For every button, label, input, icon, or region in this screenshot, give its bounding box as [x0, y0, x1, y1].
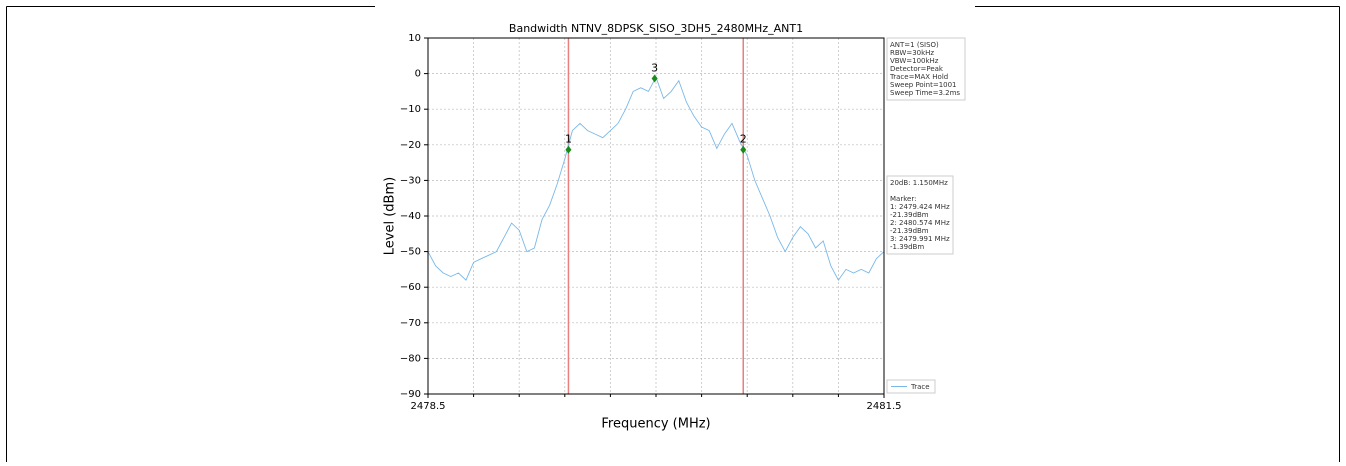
y-tick-label: −10 [400, 104, 421, 115]
info-text: ANT=1 (SISO) [890, 41, 939, 49]
y-tick-label: −80 [400, 353, 421, 364]
info-box [886, 175, 954, 255]
y-tick-label: −50 [400, 247, 421, 258]
info-text: Sweep Point=1001 [890, 81, 957, 89]
marker-label: 1 [565, 133, 572, 146]
info-text: 20dB: 1.150MHz [890, 179, 948, 187]
y-tick-label: −30 [400, 175, 421, 186]
info-box [886, 37, 966, 101]
y-tick-label: −70 [400, 318, 421, 329]
info-text: -21.39dBm [890, 211, 929, 219]
x-tick-label: 2481.5 [867, 401, 902, 412]
info-text: VBW=100kHz [890, 57, 939, 65]
plot-frame [427, 37, 885, 395]
info-text: -1.39dBm [890, 243, 924, 251]
y-tick-label: −60 [400, 282, 421, 293]
y-tick-label: −40 [400, 211, 421, 222]
info-text: 1: 2479.424 MHz [890, 203, 950, 211]
y-axis-label: Level (dBm) [383, 177, 398, 255]
y-tick-label: 0 [415, 69, 421, 80]
info-text: Marker: [890, 195, 916, 203]
marker-label: 2 [740, 133, 747, 146]
x-tick-label: 2478.5 [411, 401, 446, 412]
y-tick-label: 10 [408, 33, 421, 44]
marker-label: 3 [651, 62, 658, 75]
info-text: -21.39dBm [890, 227, 929, 235]
info-text: Detector=Peak [890, 65, 944, 73]
x-axis-label: Frequency (MHz) [601, 417, 710, 432]
marker [740, 145, 747, 154]
legend-label: Trace [910, 383, 930, 391]
frame [6, 6, 1340, 462]
y-tick-label: −90 [400, 389, 421, 400]
info-text: Trace=MAX Hold [889, 73, 948, 81]
info-text: 2: 2480.574 MHz [890, 219, 950, 227]
chart-title: Bandwidth NTNV_8DPSK_SISO_3DH5_2480MHz_A… [509, 22, 803, 35]
info-text: RBW=30kHz [890, 49, 934, 57]
legend-box [886, 379, 936, 394]
marker [651, 74, 658, 83]
info-text: 3: 2479.991 MHz [890, 235, 950, 243]
y-tick-label: −20 [400, 140, 421, 151]
marker [565, 145, 572, 154]
info-text: Sweep Time=3.2ms [890, 89, 960, 97]
